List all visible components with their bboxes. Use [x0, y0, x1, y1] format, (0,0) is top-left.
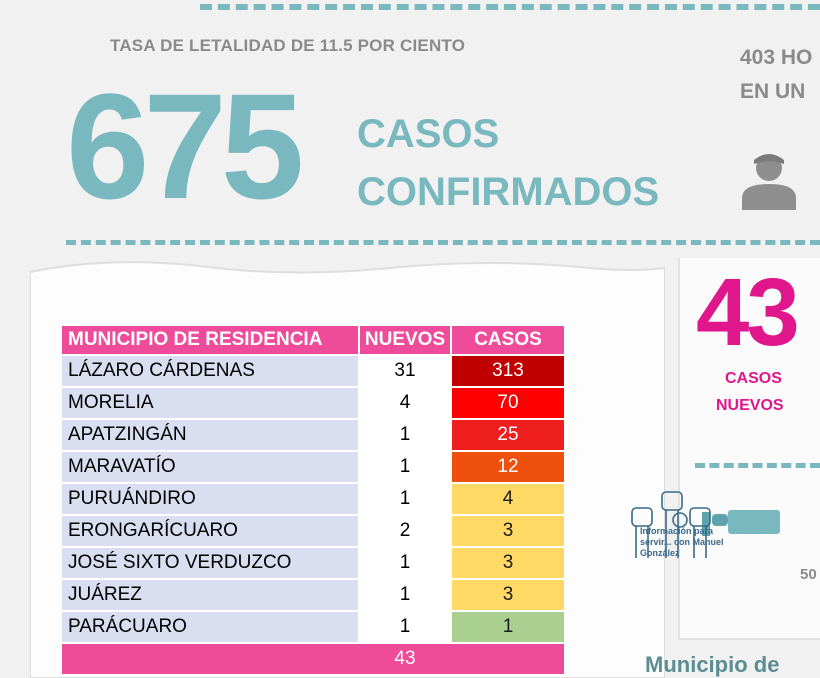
- watermark-fists-logo: [631, 491, 711, 558]
- nuevos-cell: 1: [358, 419, 451, 452]
- table-row: PURUÁNDIRO 1 4: [62, 483, 564, 516]
- casos-cell: 3: [450, 579, 564, 612]
- table-row: ERONGARÍCUARO 2 3: [62, 515, 564, 548]
- header-nuevos: NUEVOS: [358, 326, 451, 356]
- table-row: APATZINGÁN 1 25: [62, 419, 564, 452]
- header-municipio: MUNICIPIO DE RESIDENCIA: [62, 326, 359, 356]
- casos-cell: 25: [450, 419, 564, 452]
- new-cases-number: 43: [696, 259, 800, 366]
- total-empty-cell: [451, 643, 564, 676]
- new-cases-panel: [678, 258, 820, 640]
- table-total-row: 43: [62, 643, 564, 676]
- total-empty-cell: [62, 643, 359, 676]
- nuevos-cell: 1: [358, 579, 451, 612]
- nuevos-cell: 4: [358, 387, 451, 420]
- footer-partial-text: Municipio de: [645, 652, 780, 677]
- casos-cell: 1: [450, 611, 564, 644]
- municipio-cell: APATZINGÁN: [62, 419, 359, 452]
- municipio-cell: PURUÁNDIRO: [62, 483, 359, 516]
- casos-cell: 70: [450, 387, 564, 420]
- confirmed-label-line2: CONFIRMADOS: [357, 170, 660, 214]
- casos-cell: 313: [450, 355, 564, 388]
- nuevos-cell: 1: [358, 611, 451, 644]
- nuevos-cell: 1: [358, 547, 451, 580]
- municipio-cell: LÁZARO CÁRDENAS: [62, 355, 359, 388]
- table-row: MARAVATÍO 1 12: [62, 451, 564, 484]
- confirmed-label-line1: CASOS: [357, 112, 500, 156]
- watermark-text-line1: Información para: [640, 526, 714, 536]
- casos-cell: 12: [450, 451, 564, 484]
- casos-cell: 3: [450, 515, 564, 548]
- hospital-bed-icon: [702, 510, 780, 536]
- municipio-cell: ERONGARÍCUARO: [62, 515, 359, 548]
- nuevos-cell: 1: [358, 451, 451, 484]
- table-row: LÁZARO CÁRDENAS 31 313: [62, 355, 564, 388]
- right-dashed-divider: [695, 463, 820, 468]
- partial-number-50: 50: [800, 566, 817, 583]
- hospitalized-label-line1: 403 HO: [740, 46, 813, 69]
- watermark-text-line2: servir... con Manuel: [640, 537, 724, 547]
- person-icon: [742, 154, 796, 210]
- watermark-text-line3: González: [640, 548, 680, 558]
- casos-cell: 3: [450, 547, 564, 580]
- table-row: PARÁCUARO 1 1: [62, 611, 564, 644]
- municipio-cell: JOSÉ SIXTO VERDUZCO: [62, 547, 359, 580]
- top-dashed-divider: [200, 0, 820, 10]
- municipio-cell: MORELIA: [62, 387, 359, 420]
- middle-dashed-divider: [66, 240, 820, 245]
- nuevos-cell: 2: [358, 515, 451, 548]
- total-nuevos-cell: 43: [359, 643, 451, 676]
- nuevos-cell: 31: [358, 355, 451, 388]
- municipio-cell: PARÁCUARO: [62, 611, 359, 644]
- table-row: MORELIA 4 70: [62, 387, 564, 420]
- new-cases-label-line1: CASOS: [725, 370, 782, 387]
- municipality-table: MUNICIPIO DE RESIDENCIA NUEVOS CASOS LÁZ…: [62, 326, 564, 676]
- hospitalized-label-line2: EN UN: [740, 80, 806, 103]
- table-header-row: MUNICIPIO DE RESIDENCIA NUEVOS CASOS: [62, 326, 564, 356]
- new-cases-label-line2: NUEVOS: [716, 397, 784, 414]
- table-row: JUÁREZ 1 3: [62, 579, 564, 612]
- nuevos-cell: 1: [358, 483, 451, 516]
- total-cases-number: 675: [66, 62, 304, 230]
- casos-cell: 4: [450, 483, 564, 516]
- header-casos: CASOS: [450, 326, 564, 356]
- municipio-cell: JUÁREZ: [62, 579, 359, 612]
- lethality-rate-text: TASA DE LETALIDAD DE 11.5 POR CIENTO: [110, 36, 466, 55]
- table-row: JOSÉ SIXTO VERDUZCO 1 3: [62, 547, 564, 580]
- municipio-cell: MARAVATÍO: [62, 451, 359, 484]
